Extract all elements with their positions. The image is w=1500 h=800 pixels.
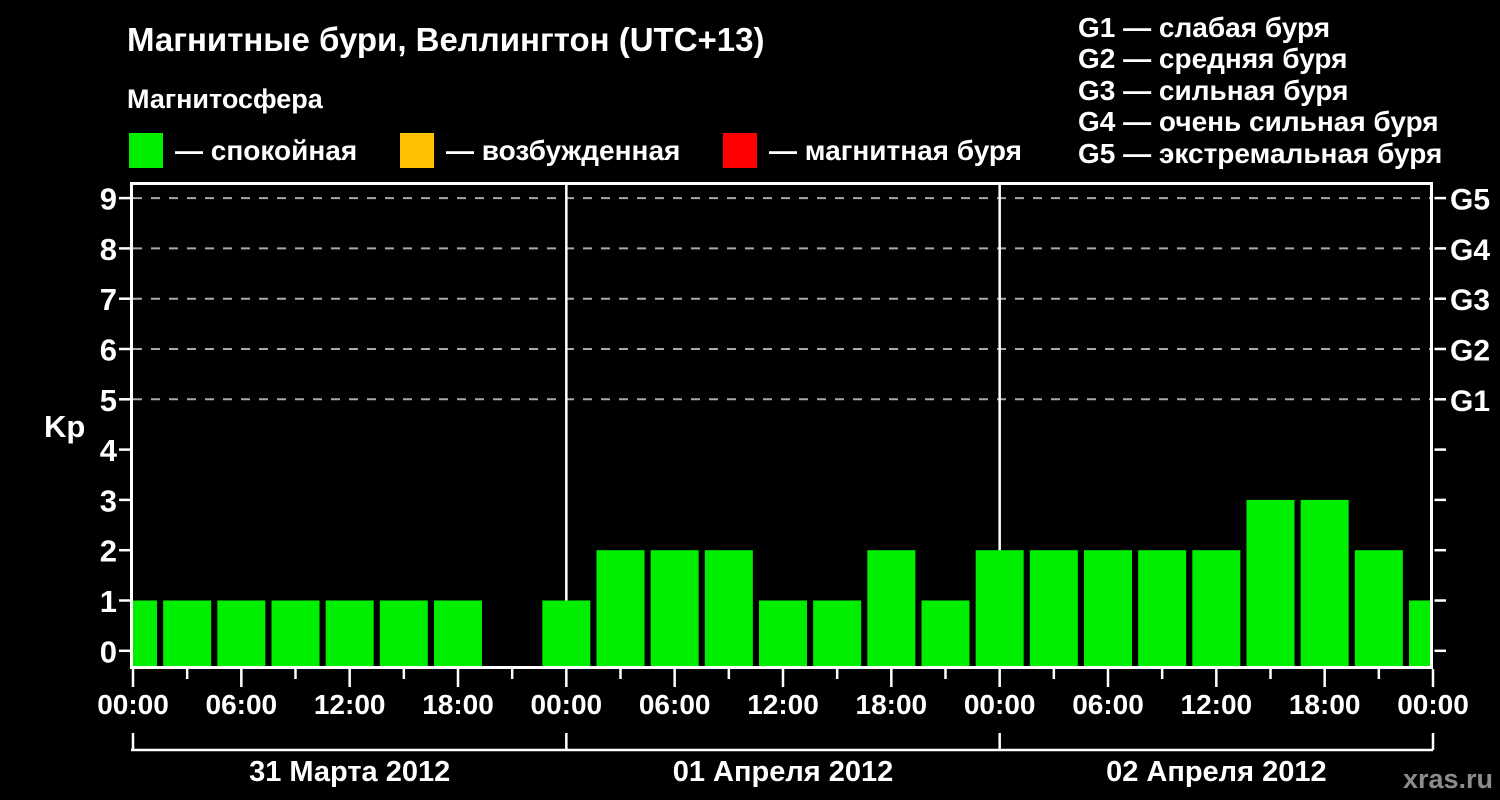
storm-scale-g1: G1 — слабая буря — [1078, 12, 1331, 43]
time-tick-label: 06:00 — [206, 689, 278, 720]
storm-scale-g4: G4 — очень сильная буря — [1078, 106, 1439, 138]
kp-bar — [217, 600, 266, 667]
time-tick-label: 00:00 — [531, 689, 603, 720]
y-tick-label: 1 — [100, 584, 117, 619]
magnetosphere-subtitle: Магнитосфера — [127, 84, 323, 114]
plot-border — [130, 182, 1433, 669]
y-tick-label: 3 — [100, 483, 117, 518]
y-tick-label: 8 — [100, 232, 117, 267]
g-level-label: G1 — [1450, 385, 1490, 418]
kp-bar — [1138, 550, 1187, 667]
legend-label-storm: — магнитная буря — [769, 135, 1022, 166]
time-tick-label: 00:00 — [1397, 689, 1469, 720]
kp-bar — [704, 550, 753, 667]
g-level-label: G4 — [1450, 234, 1490, 267]
kp-bar — [379, 600, 428, 667]
kp-bar — [921, 600, 970, 667]
storm-scale-g3: G3 — сильная буря — [1078, 74, 1349, 106]
chart-title: Магнитные бури, Веллингтон (UTC+13) — [127, 21, 765, 58]
time-tick-label: 12:00 — [314, 689, 386, 720]
kp-bar — [1300, 499, 1349, 667]
time-tick-label: 00:00 — [964, 689, 1036, 720]
kp-bar — [759, 600, 807, 667]
time-tick-label: 00:00 — [97, 689, 169, 720]
legend-label-excited: — возбужденная — [446, 135, 681, 166]
y-tick-label: 9 — [100, 182, 117, 217]
kp-bar — [542, 600, 591, 667]
y-tick-label: 4 — [100, 433, 118, 468]
y-tick-label: 0 — [100, 634, 117, 669]
bars-group — [133, 499, 1431, 667]
storm-color-swatch — [723, 133, 757, 168]
kp-bar — [133, 600, 157, 667]
legend-label-quiet: — спокойная — [175, 135, 358, 166]
kp-bar — [975, 550, 1024, 667]
kp-bar — [867, 550, 916, 667]
storm-scale-g2: G2 — средняя буря — [1078, 43, 1348, 75]
time-tick-label: 06:00 — [1072, 689, 1144, 720]
kp-bar — [1246, 499, 1295, 667]
date-label: 02 Апреля 2012 — [1106, 756, 1327, 788]
kp-bar — [434, 600, 482, 667]
kp-bar — [271, 600, 320, 667]
time-tick-label: 18:00 — [856, 689, 928, 720]
kp-bar — [596, 550, 645, 667]
kp-bar — [163, 600, 212, 667]
time-tick-label: 12:00 — [747, 689, 819, 720]
kp-bar — [1029, 550, 1078, 667]
quiet-color-swatch — [129, 133, 163, 168]
time-tick-label: 06:00 — [639, 689, 711, 720]
storm-scale-legend: G1 — слабая буря G2 — средняя буря G3 — … — [1078, 12, 1442, 169]
y-tick-label: 2 — [100, 534, 117, 569]
g-level-label: G2 — [1450, 335, 1490, 368]
date-label: 01 Апреля 2012 — [673, 756, 894, 788]
kp-bar — [325, 600, 374, 667]
y-tick-label: 6 — [100, 333, 117, 368]
time-tick-label: 12:00 — [1181, 689, 1253, 720]
kp-bar — [1084, 550, 1132, 667]
excited-color-swatch — [400, 133, 434, 168]
g-level-label: G3 — [1450, 284, 1490, 317]
kp-bar — [813, 600, 862, 667]
kp-bar — [1354, 550, 1403, 667]
kp-bar — [1192, 550, 1241, 667]
y-tick-label: 7 — [100, 282, 117, 317]
kp-axis-title: Kp — [44, 409, 85, 444]
kp-bar — [650, 550, 699, 667]
time-tick-label: 18:00 — [422, 689, 494, 720]
g-level-label: G5 — [1450, 184, 1490, 217]
time-tick-label: 18:00 — [1289, 689, 1361, 720]
y-tick-label: 5 — [100, 383, 117, 418]
watermark: xras.ru — [1402, 764, 1493, 794]
storm-scale-g5: G5 — экстремальная буря — [1078, 137, 1443, 169]
kp-bar — [1409, 600, 1431, 667]
date-label: 31 Марта 2012 — [249, 756, 450, 788]
